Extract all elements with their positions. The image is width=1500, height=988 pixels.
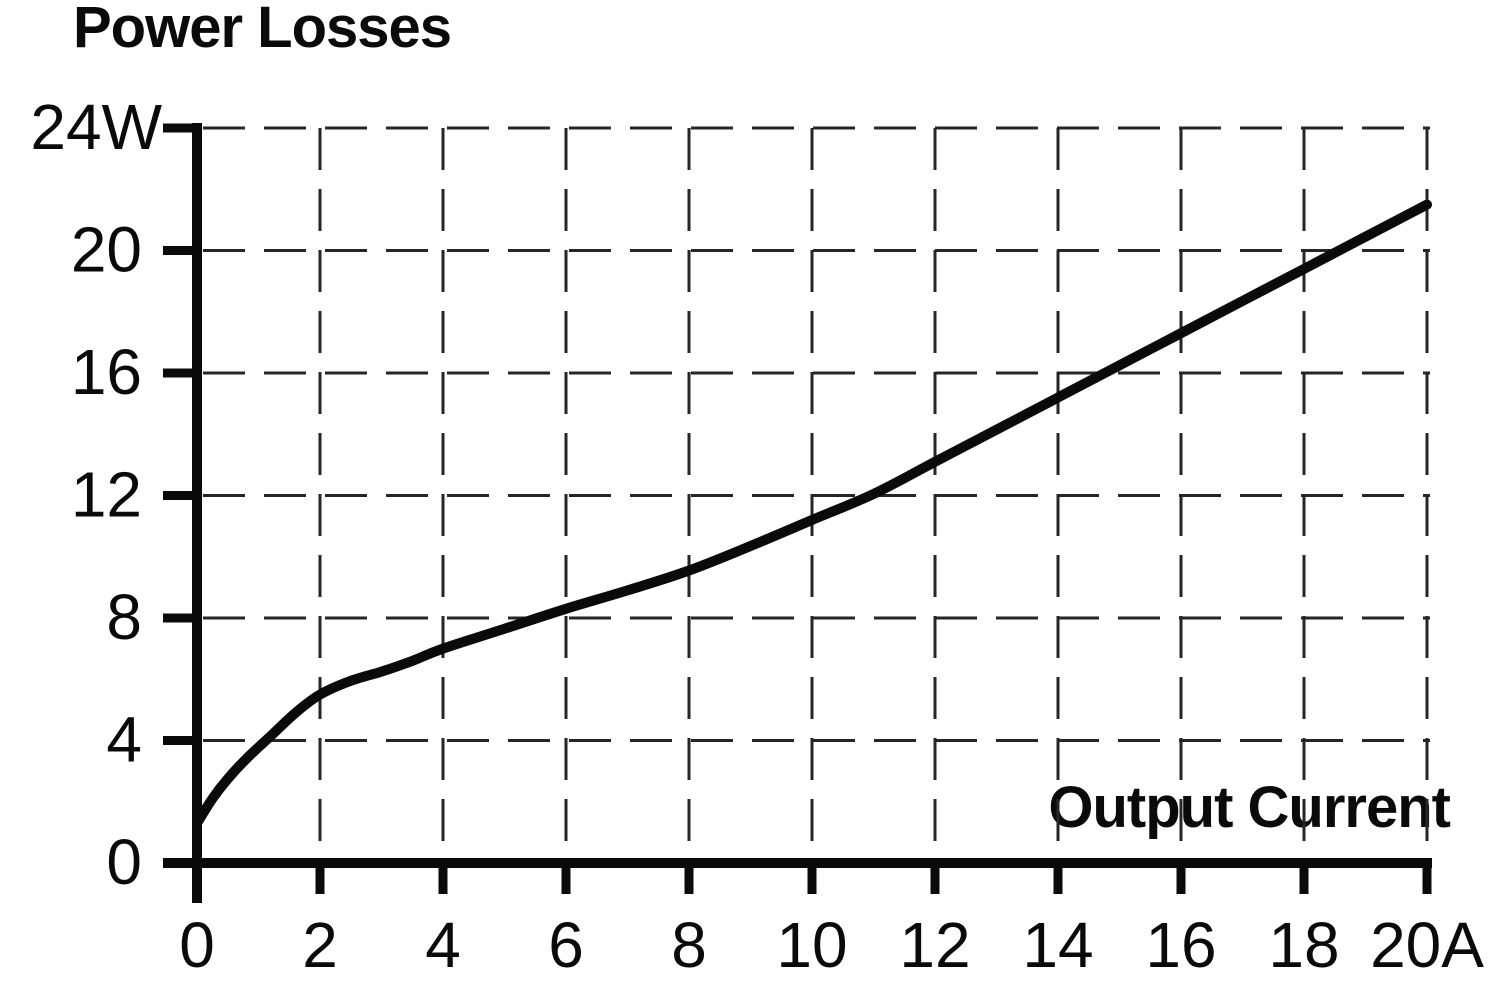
y-tick-label: 0 xyxy=(106,826,142,898)
y-tick-label: 16 xyxy=(71,336,142,408)
chart-title: Power Losses xyxy=(73,0,452,60)
x-axis-title: Output Current xyxy=(1048,775,1451,840)
x-tick-label: 16 xyxy=(1145,909,1216,981)
y-tick-label: 24W xyxy=(30,91,162,163)
x-tick-label: 4 xyxy=(425,909,461,981)
x-tick-label: 8 xyxy=(671,909,707,981)
x-tick-label: 0 xyxy=(179,909,215,981)
x-tick-label: 14 xyxy=(1022,909,1093,981)
y-tick-label: 4 xyxy=(106,704,142,776)
x-tick-label: 6 xyxy=(548,909,584,981)
power-losses-curve xyxy=(192,199,1432,829)
x-tick-label: 12 xyxy=(899,909,970,981)
x-tick-label: 20A xyxy=(1370,909,1484,981)
y-tick-label: 8 xyxy=(106,581,142,653)
y-tick-label: 20 xyxy=(71,214,142,286)
y-tick-label: 12 xyxy=(71,459,142,531)
x-tick-label: 18 xyxy=(1268,909,1339,981)
x-tick-label: 2 xyxy=(302,909,338,981)
x-tick-label: 10 xyxy=(776,909,847,981)
